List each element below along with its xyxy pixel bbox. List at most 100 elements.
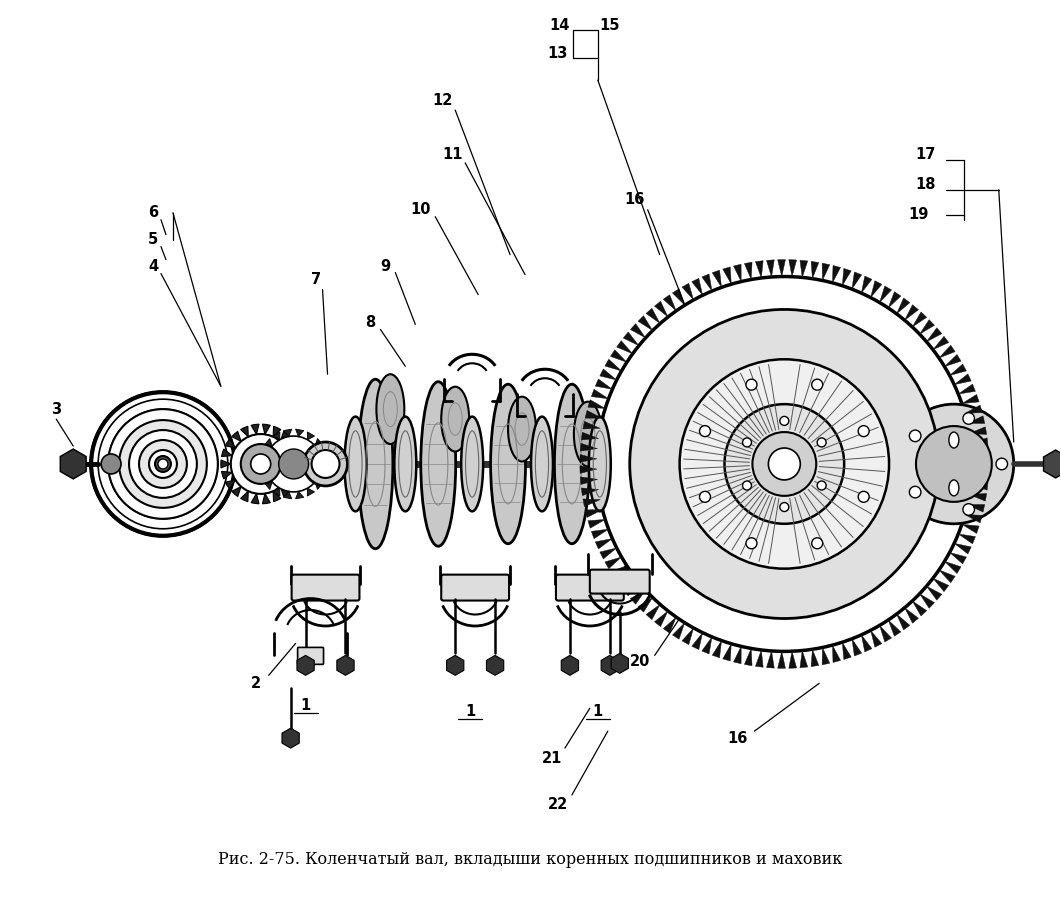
Polygon shape (811, 262, 819, 279)
Polygon shape (283, 429, 292, 436)
Polygon shape (225, 480, 236, 489)
Polygon shape (264, 438, 273, 446)
FancyBboxPatch shape (441, 574, 509, 601)
Ellipse shape (555, 385, 589, 544)
Text: 4: 4 (147, 259, 158, 275)
Text: 20: 20 (629, 654, 650, 669)
Polygon shape (920, 594, 935, 608)
Polygon shape (880, 286, 891, 303)
Polygon shape (231, 486, 241, 496)
Polygon shape (580, 465, 597, 474)
Polygon shape (646, 308, 660, 324)
Polygon shape (616, 341, 632, 354)
Circle shape (780, 503, 788, 512)
Circle shape (91, 392, 234, 535)
Circle shape (909, 486, 921, 498)
Polygon shape (319, 448, 328, 456)
Polygon shape (778, 652, 785, 668)
Circle shape (129, 430, 197, 498)
Polygon shape (682, 284, 694, 300)
Circle shape (108, 409, 218, 519)
Polygon shape (321, 460, 328, 468)
Polygon shape (822, 647, 830, 664)
Circle shape (250, 454, 271, 474)
Polygon shape (970, 494, 987, 501)
Circle shape (303, 442, 348, 486)
Ellipse shape (345, 416, 366, 512)
FancyBboxPatch shape (590, 570, 649, 594)
Polygon shape (755, 261, 763, 278)
Ellipse shape (377, 375, 404, 444)
Circle shape (752, 432, 816, 496)
Circle shape (858, 492, 869, 503)
Polygon shape (610, 350, 627, 363)
Polygon shape (933, 578, 949, 592)
Polygon shape (702, 637, 712, 654)
Circle shape (119, 420, 207, 508)
Text: 11: 11 (442, 147, 463, 163)
Polygon shape (582, 421, 601, 429)
Polygon shape (939, 345, 955, 358)
Polygon shape (630, 324, 645, 338)
Polygon shape (264, 482, 273, 489)
Circle shape (768, 448, 800, 480)
Ellipse shape (949, 480, 959, 496)
Polygon shape (968, 504, 985, 512)
Text: 17: 17 (916, 147, 936, 163)
Ellipse shape (421, 382, 455, 546)
Polygon shape (733, 646, 742, 664)
Circle shape (909, 430, 921, 442)
Polygon shape (241, 426, 248, 436)
Polygon shape (766, 651, 775, 668)
Polygon shape (912, 601, 926, 616)
Polygon shape (655, 611, 668, 626)
Ellipse shape (462, 416, 483, 512)
Polygon shape (280, 486, 290, 496)
Circle shape (155, 456, 171, 472)
Polygon shape (315, 438, 323, 446)
Polygon shape (616, 574, 632, 587)
Polygon shape (290, 472, 300, 479)
Polygon shape (447, 655, 464, 675)
Circle shape (101, 454, 121, 474)
Polygon shape (950, 553, 967, 564)
Polygon shape (778, 260, 785, 276)
Polygon shape (811, 649, 819, 666)
Circle shape (241, 444, 281, 484)
FancyBboxPatch shape (292, 574, 360, 601)
Polygon shape (933, 336, 949, 350)
Polygon shape (591, 529, 609, 539)
Polygon shape (663, 295, 676, 311)
Polygon shape (588, 519, 605, 528)
Polygon shape (833, 645, 840, 663)
Ellipse shape (589, 416, 611, 512)
Circle shape (129, 430, 197, 498)
Text: 3: 3 (51, 402, 62, 416)
Polygon shape (962, 395, 979, 404)
Polygon shape (958, 385, 975, 394)
Circle shape (265, 436, 321, 492)
Circle shape (743, 438, 751, 447)
Text: 1: 1 (593, 704, 603, 719)
Circle shape (279, 449, 309, 479)
Polygon shape (905, 305, 919, 320)
Polygon shape (290, 449, 300, 456)
Ellipse shape (490, 385, 525, 544)
Polygon shape (962, 524, 979, 534)
Polygon shape (862, 634, 872, 652)
Polygon shape (958, 534, 975, 544)
Polygon shape (585, 411, 603, 418)
Text: 18: 18 (916, 177, 936, 193)
FancyBboxPatch shape (556, 574, 624, 601)
Polygon shape (871, 630, 882, 647)
Polygon shape (273, 491, 281, 502)
Polygon shape (60, 449, 86, 479)
Polygon shape (972, 460, 989, 468)
Circle shape (699, 425, 711, 436)
Polygon shape (905, 608, 919, 624)
Polygon shape (842, 268, 851, 285)
Polygon shape (315, 482, 323, 489)
Text: 10: 10 (410, 202, 431, 217)
Circle shape (680, 359, 889, 569)
Text: 6: 6 (147, 205, 158, 220)
